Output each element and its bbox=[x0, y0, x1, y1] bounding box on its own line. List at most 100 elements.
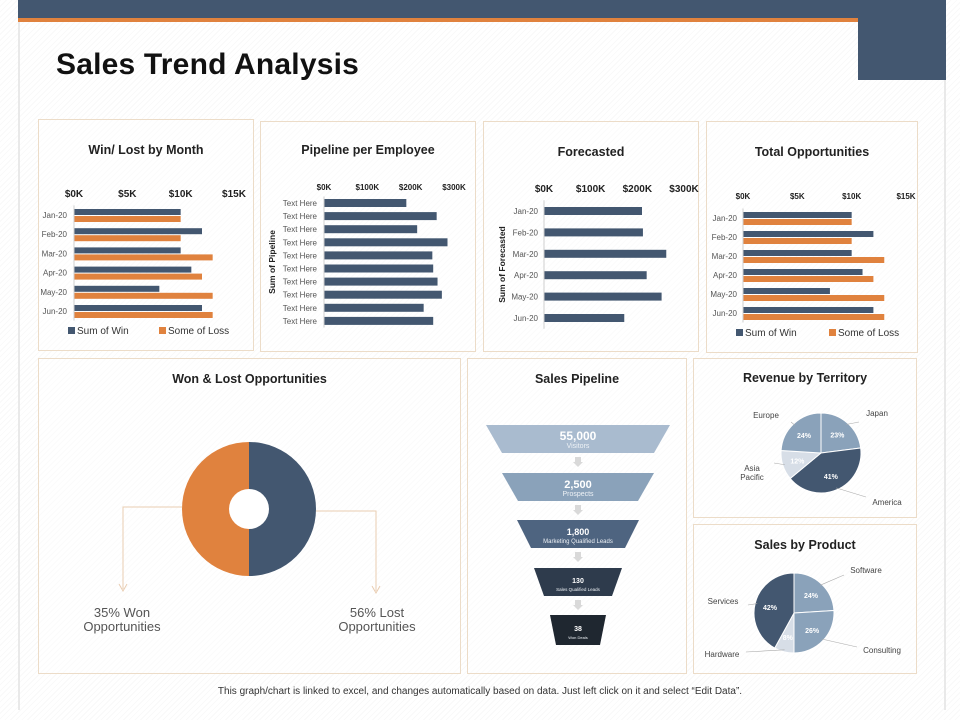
wonlost-hole bbox=[229, 489, 269, 529]
product-panel[interactable]: Sales by Product 24% Software 26% Consultin… bbox=[693, 524, 917, 674]
forecasted-panel[interactable]: Forecasted $0K $100K $200K $300K Jan-20 Feb-2… bbox=[483, 121, 700, 353]
svg-totalopps-bar-loss bbox=[743, 314, 885, 320]
svg-pipeline-xtick: $300K bbox=[442, 183, 466, 192]
svg-product-slice-label: Hardware bbox=[705, 650, 740, 659]
svg-winlost-category-label: Jan-20 bbox=[43, 211, 68, 220]
svg-pipeline-category-label: Text Here bbox=[283, 278, 318, 287]
svg-totalopps-legend-label: Sum of Win bbox=[745, 328, 797, 339]
lost-label: 56% Lost Opportunities bbox=[338, 605, 416, 634]
svg-winlost-bar-loss bbox=[74, 292, 213, 299]
funnel-arrow-stem bbox=[575, 505, 581, 510]
svg-totalopps-bar-win bbox=[743, 307, 874, 313]
funnel-arrow-head bbox=[573, 605, 583, 610]
svg-pipeline-category-label: Text Here bbox=[283, 225, 318, 234]
funnel-stage-value: 55,000 bbox=[560, 429, 597, 443]
svg-winlost-xtick: $10K bbox=[169, 189, 194, 200]
svg-product-slice-label: Software bbox=[850, 566, 882, 575]
svg-totalopps-bar-loss bbox=[743, 238, 852, 244]
svg-forecasted-category-label: Mar-20 bbox=[513, 250, 539, 259]
svg-winlost-bar-win bbox=[74, 285, 160, 292]
frame-right bbox=[944, 80, 946, 710]
funnel-panel[interactable]: Sales Pipeline 55,000 Visitors 2,500 Prospe… bbox=[467, 358, 687, 674]
svg-winlost-category-label: Apr-20 bbox=[43, 269, 68, 278]
svg-forecasted-bar bbox=[544, 228, 643, 237]
svg-totalopps-bar-win bbox=[743, 250, 852, 256]
svg-totalopps-bar-win bbox=[743, 269, 863, 275]
svg-winlost-bar-loss bbox=[74, 273, 202, 280]
svg-forecasted-xtick: $200K bbox=[623, 184, 653, 195]
svg-winlost-category-label: Mar-20 bbox=[42, 249, 68, 258]
won-label: 35% Won Opportunities bbox=[83, 605, 161, 634]
svg-forecasted-category-label: Feb-20 bbox=[513, 228, 539, 237]
winlost-panel[interactable]: Win/ Lost by Month $0K $5K $10K $15K Jan-20 F… bbox=[38, 119, 254, 351]
product-chart[interactable]: 24% Software 26% Consulting 8% Hardware 42% Ser… bbox=[694, 525, 918, 675]
frame-left bbox=[18, 22, 20, 710]
funnel-stage-value: 1,800 bbox=[567, 527, 590, 537]
svg-totalopps-bar-win bbox=[743, 231, 874, 237]
svg-product-leader-line bbox=[821, 638, 858, 648]
wonlost-slice bbox=[182, 442, 249, 576]
svg-winlost-bar-loss bbox=[74, 254, 213, 261]
pipeline-title: Pipeline per Employee bbox=[301, 143, 435, 157]
totalopps-panel[interactable]: Total Opportunities $0K $5K $10K $15K Jan-20… bbox=[706, 121, 918, 353]
forecasted-chart[interactable]: $0K $100K $200K $300K Jan-20 Feb-20 Mar-20 Apr-… bbox=[484, 122, 700, 353]
svg-forecasted-category-label: May-20 bbox=[511, 293, 538, 302]
svg-territory-slice-label: America bbox=[872, 498, 902, 507]
wonlost-panel[interactable]: Won & Lost Opportunities 35% Won Opportu… bbox=[38, 358, 461, 674]
funnel-stage-label: Visitors bbox=[567, 443, 590, 450]
wonlost-title: Won & Lost Opportunities bbox=[172, 372, 327, 386]
winlost-title: Win/ Lost by Month bbox=[88, 143, 204, 157]
funnel-stage-label: Won Deals bbox=[568, 635, 588, 640]
forecasted-title: Forecasted bbox=[557, 145, 625, 159]
svg-totalopps-bar-win bbox=[743, 212, 852, 218]
svg-winlost-legend-swatch bbox=[68, 327, 75, 334]
svg-territory-slice-label: Europe bbox=[753, 411, 779, 420]
totalopps-chart[interactable]: $0K $5K $10K $15K Jan-20 Feb-20 Mar-20 Apr-20 Ma… bbox=[707, 122, 919, 354]
territory-panel[interactable]: Revenue by Territory 23% Japan 41% America 1… bbox=[693, 358, 917, 518]
svg-winlost-bar-win bbox=[74, 247, 181, 254]
svg-totalopps-xtick: $0K bbox=[736, 192, 751, 201]
svg-pipeline-category-label: Text Here bbox=[283, 265, 318, 274]
svg-winlost-category-label: May-20 bbox=[40, 288, 67, 297]
wonlost-chart[interactable] bbox=[39, 359, 462, 675]
svg-totalopps-bar-win bbox=[743, 288, 830, 294]
svg-pipeline-xtick: $100K bbox=[356, 183, 380, 192]
svg-forecasted-bar bbox=[544, 207, 642, 215]
svg-pipeline-bar bbox=[324, 251, 433, 260]
funnel-arrow-stem bbox=[575, 600, 581, 605]
svg-territory-slice-label: Pacific bbox=[740, 473, 764, 482]
svg-winlost-bar-loss bbox=[74, 216, 181, 222]
svg-winlost-legend-label: Sum of Win bbox=[77, 326, 129, 337]
svg-totalopps-xtick: $15K bbox=[896, 192, 915, 201]
pipeline-chart[interactable]: $0K $100K $200K $300K Text Here Text Here Text… bbox=[261, 122, 477, 353]
svg-pipeline-xtick: $0K bbox=[317, 183, 332, 192]
svg-pipeline-category-label: Text Here bbox=[283, 251, 318, 260]
funnel-arrow-stem bbox=[575, 552, 581, 557]
totalopps-title: Total Opportunities bbox=[754, 145, 870, 159]
svg-product-slice-percent: 26% bbox=[805, 628, 820, 635]
svg-forecasted-ylabel: Sum of Forecasted bbox=[497, 226, 507, 303]
won-connector bbox=[122, 506, 182, 589]
lost-connector-arrow bbox=[371, 585, 381, 595]
svg-totalopps-legend-swatch bbox=[736, 329, 743, 336]
svg-winlost-bar-loss bbox=[74, 235, 181, 242]
svg-product-slice-percent: 24% bbox=[804, 593, 819, 600]
svg-territory-leader-line bbox=[836, 487, 867, 498]
funnel-stage bbox=[550, 615, 606, 645]
svg-totalopps-legend-swatch bbox=[829, 329, 836, 336]
pipeline-panel[interactable]: Pipeline per Employee $0K $100K $200K $300K… bbox=[260, 121, 476, 352]
svg-product-slice bbox=[793, 609, 835, 654]
svg-forecasted-category-label: Jan-20 bbox=[514, 207, 539, 216]
svg-territory-slice bbox=[789, 447, 862, 494]
svg-product-slice-label: Services bbox=[708, 597, 739, 606]
svg-totalopps-category-label: May-20 bbox=[710, 290, 737, 299]
funnel-stage-value: 130 bbox=[572, 578, 584, 585]
svg-product-slice-percent: 42% bbox=[763, 605, 778, 612]
winlost-chart[interactable]: $0K $5K $10K $15K Jan-20 Feb-20 Mar-20 Apr-20 Ma… bbox=[39, 120, 255, 352]
svg-totalopps-category-label: Jan-20 bbox=[713, 214, 738, 223]
svg-totalopps-legend-label: Some of Loss bbox=[838, 328, 899, 339]
lost-connector bbox=[316, 510, 377, 591]
funnel-stage-value: 2,500 bbox=[564, 479, 592, 491]
